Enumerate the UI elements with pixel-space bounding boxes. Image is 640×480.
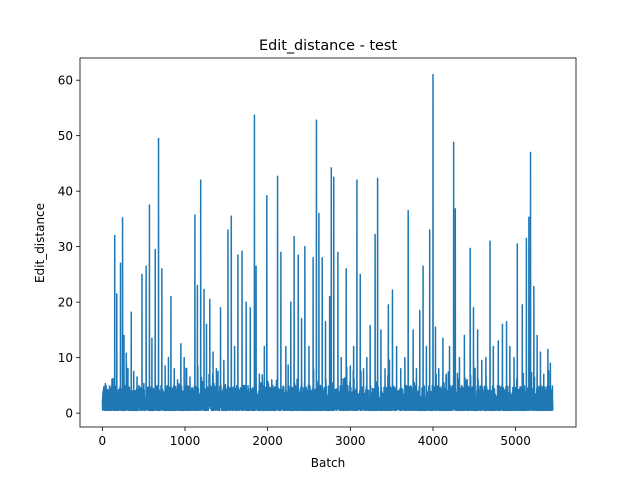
- y-tick-label: 30: [58, 240, 73, 254]
- plot-frame: [79, 57, 577, 428]
- x-axis-label: Batch: [311, 456, 346, 470]
- x-axis: 0 1000 2000 3000 4000 5000: [98, 427, 531, 448]
- plot-area: [79, 57, 577, 428]
- y-tick-label: 40: [58, 185, 73, 199]
- x-tick-label: 1000: [170, 434, 201, 448]
- y-axis: 0 10 20 30 40 50 60: [58, 74, 80, 421]
- y-tick-label: 50: [58, 129, 73, 143]
- y-tick-label: 0: [65, 407, 73, 421]
- y-tick-label: 20: [58, 296, 73, 310]
- y-tick-label: 10: [58, 351, 73, 365]
- x-tick-label: 5000: [500, 434, 531, 448]
- x-tick-label: 2000: [252, 434, 283, 448]
- x-tick-label: 0: [98, 434, 106, 448]
- y-tick-label: 60: [58, 74, 73, 88]
- plot-background: [80, 58, 576, 427]
- chart-title: Edit_distance - test: [259, 38, 397, 54]
- series-line: [101, 73, 554, 412]
- x-tick-label: 3000: [335, 434, 366, 448]
- x-tick-label: 4000: [418, 434, 449, 448]
- y-axis-label: Edit_distance: [33, 203, 47, 283]
